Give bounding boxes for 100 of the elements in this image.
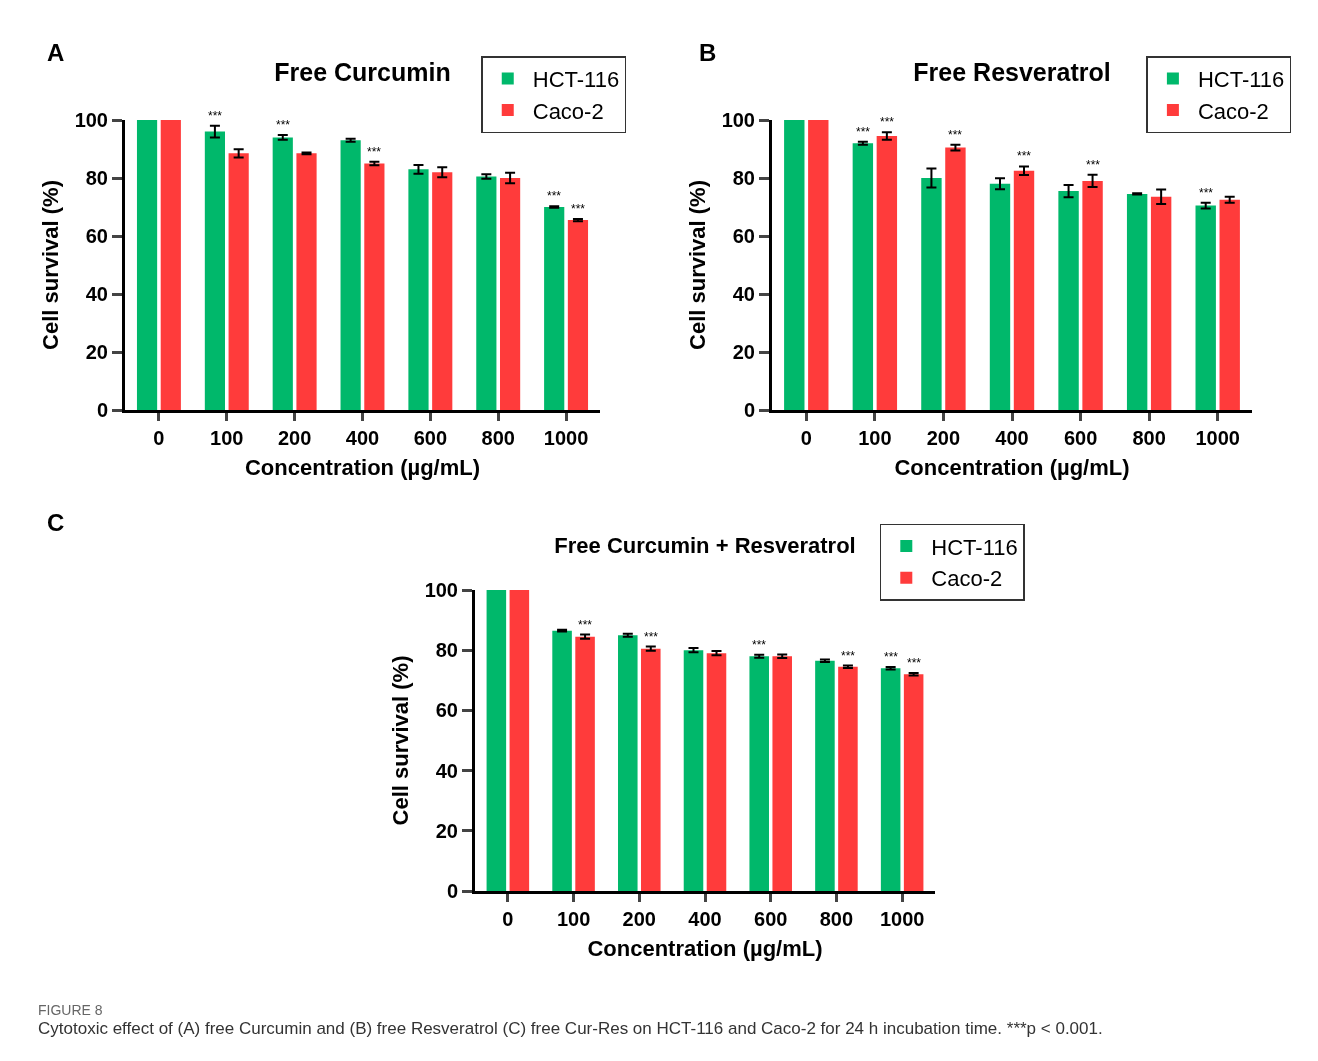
bar bbox=[272, 137, 293, 410]
bar bbox=[852, 143, 874, 410]
annotation: *** bbox=[644, 630, 659, 644]
legend-label: HCT-116 bbox=[931, 534, 1018, 560]
y-tick-label: 80 bbox=[85, 167, 108, 189]
x-tick-label: 1000 bbox=[543, 427, 589, 449]
annotation: *** bbox=[547, 189, 562, 203]
annotation: *** bbox=[841, 649, 856, 663]
bar bbox=[815, 660, 835, 891]
x-tick-label: 600 bbox=[413, 427, 448, 449]
x-tick-label: 400 bbox=[688, 908, 722, 930]
bar bbox=[683, 650, 704, 891]
x-tick-label: 1000 bbox=[1195, 427, 1240, 449]
bar bbox=[945, 147, 966, 410]
bar bbox=[772, 656, 792, 891]
annotation: *** bbox=[948, 128, 963, 142]
chart-title: Free Curcumin bbox=[274, 57, 451, 86]
y-tick-label: 80 bbox=[435, 639, 458, 662]
bar bbox=[641, 648, 661, 891]
bar bbox=[1058, 191, 1079, 410]
y-tick-label: 60 bbox=[435, 699, 458, 722]
bar bbox=[876, 135, 898, 410]
legend-label: Caco-2 bbox=[1197, 98, 1269, 124]
x-tick-label: 600 bbox=[1063, 427, 1098, 449]
bar bbox=[1126, 193, 1148, 410]
bar bbox=[1013, 170, 1035, 410]
bar bbox=[989, 183, 1011, 410]
bar bbox=[618, 635, 638, 891]
bar bbox=[567, 220, 589, 410]
x-tick-label: 100 bbox=[858, 427, 892, 449]
legend-label: HCT-116 bbox=[1197, 67, 1285, 93]
x-axis-title: Concentration (µg/mL) bbox=[244, 454, 481, 480]
x-axis-title: Concentration (µg/mL) bbox=[894, 454, 1130, 480]
x-tick-label: 400 bbox=[995, 427, 1029, 449]
bar bbox=[1195, 205, 1216, 410]
bar bbox=[1219, 199, 1240, 410]
annotation: *** bbox=[276, 118, 291, 132]
legend-label: HCT-116 bbox=[532, 67, 620, 93]
x-tick-label: 100 bbox=[210, 427, 244, 449]
caption: FIGURE 8 bbox=[38, 1002, 103, 1018]
x-tick-label: 800 bbox=[819, 908, 854, 930]
legend-label: Caco-2 bbox=[931, 566, 1003, 592]
bar bbox=[1150, 196, 1172, 410]
x-tick-label: 400 bbox=[345, 427, 380, 449]
annotation: *** bbox=[1199, 186, 1214, 200]
annotation: *** bbox=[1086, 158, 1101, 172]
x-tick-label: 200 bbox=[926, 427, 961, 449]
x-tick-label: 800 bbox=[481, 427, 515, 449]
chart-title: Free Curcumin + Resveratrol bbox=[554, 532, 856, 558]
bar bbox=[706, 653, 727, 891]
x-tick-label: 200 bbox=[622, 908, 656, 930]
bar bbox=[749, 656, 769, 891]
y-tick-label: 0 bbox=[96, 399, 108, 421]
x-axis-title: Concentration (µg/mL) bbox=[587, 935, 823, 961]
y-axis-title: Cell survival (%) bbox=[685, 180, 711, 350]
bar bbox=[476, 176, 497, 410]
y-tick-label: 20 bbox=[435, 819, 458, 842]
annotation: *** bbox=[907, 656, 922, 670]
y-tick-label: 100 bbox=[424, 579, 458, 601]
x-tick-label: 800 bbox=[1132, 427, 1166, 449]
annotation: *** bbox=[208, 109, 223, 123]
bar bbox=[1082, 180, 1103, 410]
y-tick-label: 80 bbox=[732, 167, 755, 189]
bar bbox=[136, 120, 158, 410]
x-tick-label: 0 bbox=[153, 427, 165, 449]
y-axis-title: Cell survival (%) bbox=[38, 180, 64, 350]
annotation: *** bbox=[856, 125, 871, 139]
bar bbox=[544, 207, 565, 410]
bar bbox=[509, 590, 530, 891]
bar bbox=[228, 153, 249, 410]
bar bbox=[500, 178, 521, 410]
bar bbox=[880, 668, 901, 891]
y-tick-label: 40 bbox=[435, 759, 458, 782]
y-tick-label: 100 bbox=[721, 109, 755, 131]
bar bbox=[575, 636, 595, 891]
annotation: *** bbox=[752, 638, 767, 652]
y-axis-title: Cell survival (%) bbox=[388, 655, 414, 826]
bar bbox=[432, 172, 453, 410]
annotation: *** bbox=[571, 202, 586, 216]
annotation: *** bbox=[1017, 149, 1032, 163]
legend-label: Caco-2 bbox=[532, 98, 604, 124]
bar bbox=[784, 120, 805, 410]
text: C bbox=[47, 509, 65, 536]
y-tick-label: 20 bbox=[732, 341, 755, 363]
x-tick-label: 600 bbox=[754, 908, 788, 930]
x-tick-label: 0 bbox=[800, 427, 812, 449]
chart-title: Free Resveratrol bbox=[913, 57, 1111, 86]
y-tick-label: 60 bbox=[732, 225, 755, 247]
bar bbox=[340, 140, 361, 410]
bar bbox=[486, 590, 507, 891]
text: Cytotoxic effect of (A) free Curcumin and (B) free Resveratrol (C) free Cur-Res on HCT-116 and Caco-2 for 24 h incubation time. ***p < 0.001. bbox=[38, 1019, 1103, 1038]
x-tick-label: 0 bbox=[502, 908, 514, 930]
y-tick-label: 0 bbox=[743, 399, 755, 421]
y-tick-label: 40 bbox=[85, 283, 108, 305]
bar bbox=[921, 178, 942, 410]
bar bbox=[204, 131, 225, 410]
bar bbox=[364, 163, 385, 410]
bar bbox=[408, 169, 429, 410]
bar bbox=[838, 666, 858, 891]
y-tick-label: 60 bbox=[85, 225, 108, 247]
